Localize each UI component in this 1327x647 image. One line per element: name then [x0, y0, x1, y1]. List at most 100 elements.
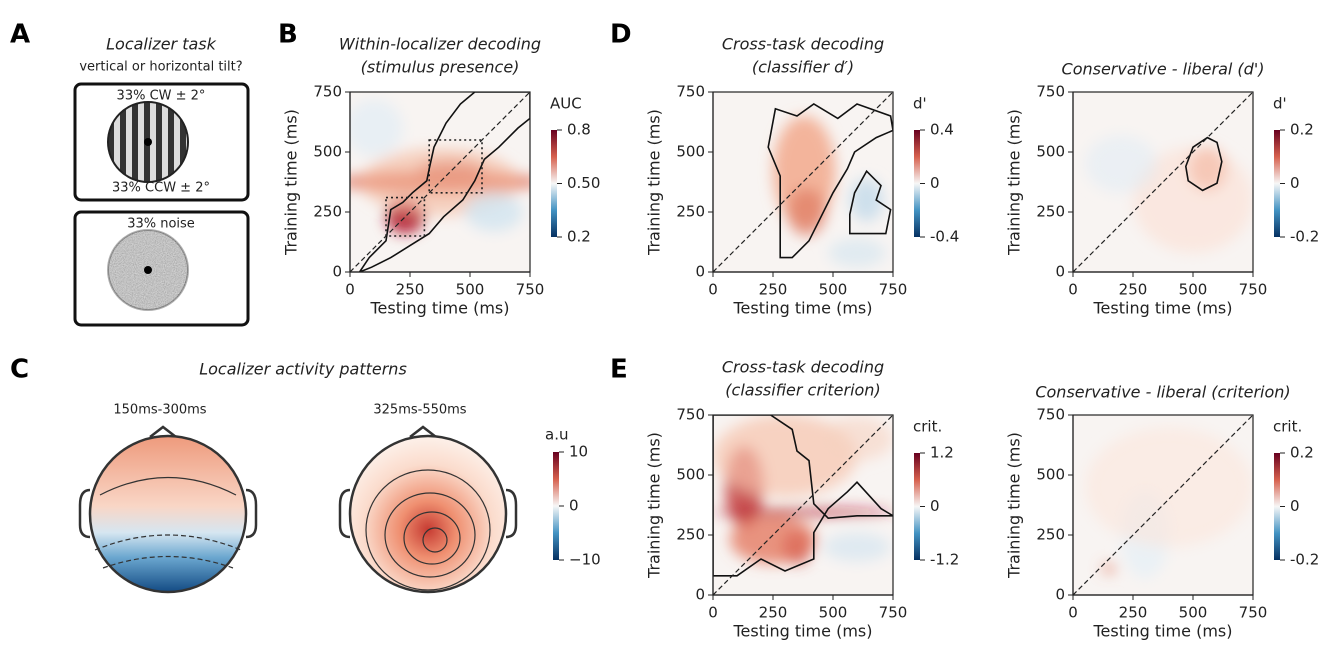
- significance-contour: [767, 103, 893, 259]
- x-tick-label: 750: [879, 281, 908, 299]
- heatmap-blob: [821, 417, 893, 461]
- panel-title: Localizer activity patterns: [199, 360, 407, 379]
- heatmap-blob: [1085, 135, 1157, 193]
- x-tick-label: 750: [879, 604, 908, 622]
- x-tick-label: 250: [1119, 281, 1148, 299]
- x-tick-label: 750: [1239, 281, 1268, 299]
- x-axis-label: Testing time (ms): [733, 622, 873, 641]
- panel-title: Localizer task: [106, 35, 217, 54]
- stimulus-label: 33% CCW ± 2°: [112, 181, 210, 196]
- x-tick-label: 250: [1119, 604, 1148, 622]
- y-axis-label: Training time (ms): [282, 109, 301, 256]
- heatmap-blob: [823, 532, 891, 562]
- y-tick-label: 250: [1036, 203, 1065, 221]
- y-tick-label: 250: [1036, 526, 1065, 544]
- frame: [1072, 414, 1254, 596]
- heatmap-blob: [1085, 427, 1253, 547]
- heatmap-texture: [1085, 135, 1253, 253]
- stimulus-label: 33% CW ± 2°: [117, 89, 206, 104]
- colorbar-label: d': [913, 95, 927, 113]
- colorbar-tick-label: 0: [930, 174, 940, 192]
- heatmap-blob: [713, 415, 857, 497]
- y-tick-label: 500: [313, 143, 342, 161]
- stimulus-box: [73, 210, 250, 327]
- heatmap-blob: [828, 238, 886, 268]
- y-tick-label: 250: [313, 203, 342, 221]
- y-axis-label: Training time (ms): [645, 109, 664, 256]
- colorbar-tick-label: -0.2: [1290, 551, 1319, 569]
- heatmap-texture: [773, 116, 886, 268]
- x-tick-label: 500: [1179, 281, 1208, 299]
- panel-letter: B: [278, 20, 298, 50]
- colorbar-tick-label: -0.4: [930, 228, 959, 246]
- heatmap-texture: [350, 99, 530, 234]
- y-tick-label: 250: [676, 203, 705, 221]
- colorbar-label: crit.: [1273, 418, 1302, 436]
- panel-title: Within-localizer decoding: [339, 35, 541, 54]
- y-tick-label: 750: [1036, 83, 1065, 101]
- heatmap: [1073, 92, 1253, 272]
- x-tick-label: 0: [345, 281, 355, 299]
- panel-subtitle: (stimulus presence): [361, 58, 520, 77]
- x-tick-label: 250: [759, 604, 788, 622]
- x-tick-label: 750: [1239, 604, 1268, 622]
- colorbar-tick-label: 0: [569, 497, 579, 515]
- panel-title: Conservative - liberal (criterion): [1035, 383, 1290, 402]
- significance-contour: [1184, 136, 1223, 192]
- colorbar-label: d': [1273, 95, 1287, 113]
- heatmap: [350, 92, 530, 272]
- fixation: [144, 138, 152, 146]
- frame: [349, 91, 531, 273]
- x-axis-label: Testing time (ms): [733, 299, 873, 318]
- y-tick-label: 500: [676, 143, 705, 161]
- x-tick-label: 750: [516, 281, 545, 299]
- heatmap: [713, 92, 893, 272]
- colorbar-tick-label: -0.2: [1290, 228, 1319, 246]
- y-tick-label: 750: [676, 406, 705, 424]
- x-axis-label: Testing time (ms): [1093, 622, 1233, 641]
- panel-subtitle: (classifier d′): [752, 58, 854, 77]
- colorbar-tick-label: 0.2: [1290, 121, 1314, 139]
- x-tick-label: 500: [819, 281, 848, 299]
- colorbar-tick-label: 0.4: [930, 121, 954, 139]
- panel-title: Cross-task decoding: [722, 358, 884, 377]
- colorbar-tick-label: 10: [569, 443, 588, 461]
- colorbar-tick-label: -1.2: [930, 551, 959, 569]
- y-tick-label: 750: [1036, 406, 1065, 424]
- colorbar-tick-label: 0: [1290, 497, 1300, 515]
- diagonal: [350, 92, 530, 272]
- panel-letter: D: [610, 20, 632, 50]
- y-tick-label: 0: [1055, 263, 1065, 281]
- x-tick-label: 250: [396, 281, 425, 299]
- heatmap-blob: [1133, 147, 1253, 253]
- y-axis-label: Training time (ms): [1005, 109, 1024, 256]
- significance-contour: [713, 415, 893, 577]
- fixation: [144, 266, 152, 274]
- colorbar: [553, 452, 559, 560]
- diagonal: [713, 415, 893, 595]
- y-tick-label: 500: [676, 466, 705, 484]
- y-axis-label: Training time (ms): [1005, 432, 1024, 579]
- colorbar: [551, 130, 557, 237]
- head-label: 150ms-300ms: [113, 403, 206, 418]
- head-label: 325ms-550ms: [373, 403, 466, 418]
- significance-contour: [849, 169, 892, 235]
- colorbar-tick-label: −10: [569, 551, 601, 569]
- diagonal: [713, 92, 893, 272]
- frame: [712, 414, 894, 596]
- x-tick-label: 500: [819, 604, 848, 622]
- y-tick-label: 500: [1036, 143, 1065, 161]
- colorbar-tick-label: 0.2: [1290, 444, 1314, 462]
- y-tick-label: 0: [1055, 586, 1065, 604]
- y-tick-label: 0: [332, 263, 342, 281]
- panel-title: Conservative - liberal (d'): [1062, 60, 1265, 79]
- x-axis-label: Testing time (ms): [370, 299, 510, 318]
- window-box: [428, 139, 483, 194]
- colorbar: [914, 130, 920, 237]
- heatmap-blob: [849, 178, 884, 222]
- colorbar: [1274, 453, 1280, 560]
- heatmap-texture: [713, 415, 893, 564]
- colorbar-tick-label: 0: [1290, 174, 1300, 192]
- heatmap-blob: [787, 188, 826, 236]
